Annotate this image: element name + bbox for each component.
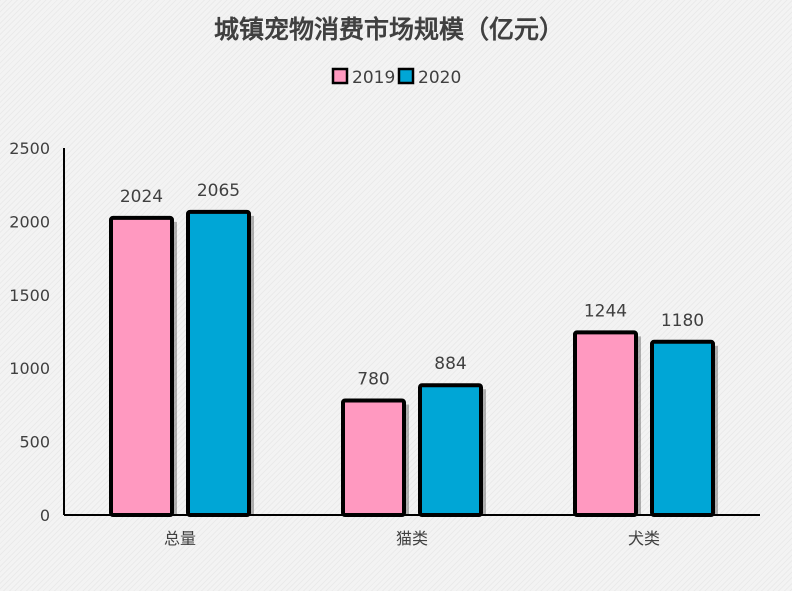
- y-tick-label: 500: [19, 433, 50, 452]
- y-tick-label: 1000: [9, 359, 50, 378]
- y-tick-label: 1500: [9, 286, 50, 305]
- bar-2019-2: [573, 330, 638, 517]
- legend-swatch-2019: [331, 67, 349, 85]
- bar-2019-1: [341, 398, 406, 517]
- y-tick-label: 0: [40, 506, 50, 525]
- category-label: 犬类: [628, 529, 660, 548]
- category-label: 猫类: [396, 529, 428, 548]
- bar-2020-0: [186, 209, 251, 517]
- bar-2020-2: [650, 339, 715, 517]
- value-label: 1180: [661, 311, 704, 331]
- y-tick-label: 2500: [9, 139, 50, 158]
- value-labels: 2024 2065 780 884 1244 1180: [120, 181, 704, 390]
- legend-label: 2019: [352, 68, 395, 88]
- y-tick-label: 2000: [9, 212, 50, 231]
- value-label: 1244: [584, 301, 627, 321]
- value-label: 2065: [197, 181, 240, 201]
- value-label: 884: [434, 354, 466, 374]
- legend-label: 2020: [418, 68, 461, 88]
- value-label: 2024: [120, 187, 163, 207]
- y-ticks: 0 500 1000 1500 2000 2500: [9, 139, 50, 525]
- category-label: 总量: [164, 529, 196, 548]
- bars: [109, 209, 718, 517]
- legend: 2019 2020: [331, 67, 461, 88]
- bar-2019-0: [109, 215, 174, 517]
- axes: [63, 148, 760, 516]
- category-labels: 总量 猫类 犬类: [164, 529, 660, 548]
- bar-2020-1: [418, 383, 483, 517]
- value-label: 780: [357, 369, 389, 389]
- chart-title: 城镇宠物消费市场规模（亿元）: [214, 15, 564, 44]
- legend-swatch-2020: [397, 67, 415, 85]
